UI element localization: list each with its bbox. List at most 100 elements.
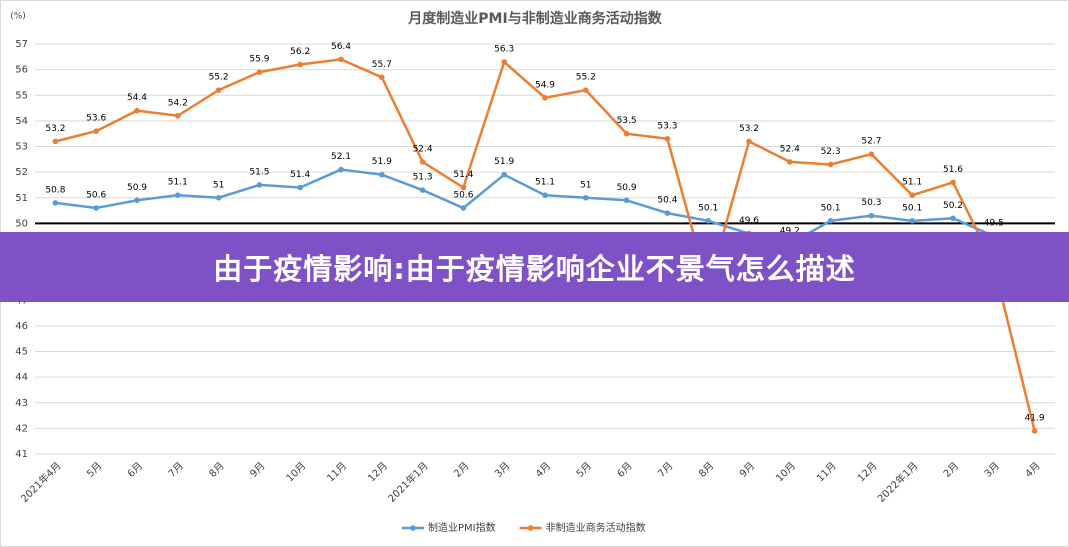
y-tick-label: 57 [15,39,28,50]
data-label: 53.6 [86,114,106,124]
data-point [542,192,548,198]
data-point [379,171,385,178]
data-label: 52.4 [780,144,800,154]
data-point [215,194,222,201]
data-point [950,215,956,222]
data-point [379,74,385,81]
data-label: 51.6 [943,165,963,175]
data-point [868,151,875,157]
data-point [909,218,915,224]
data-point [623,197,630,204]
data-point [501,171,508,178]
data-point [93,128,99,134]
data-label: 54.4 [127,93,147,103]
y-tick-label: 41 [15,449,28,460]
legend-label: 制造业PMI指数 [428,521,496,534]
data-point [460,205,467,211]
data-point [93,205,99,211]
data-label: 50.9 [127,183,147,193]
chart-title: 月度制造业PMI与非制造业商务活动指数 [407,10,662,27]
data-label: 50.1 [902,203,922,213]
data-label: 51.1 [902,178,922,188]
data-point [909,192,915,198]
data-label: 50.6 [86,191,106,201]
data-point [134,197,140,204]
data-label: 52.3 [821,147,841,157]
legend-label: 非制造业商务活动指数 [546,521,646,534]
data-point [215,87,222,93]
banner-title: 由于疫情影响:由于疫情影响企业不景气怎么描述 [213,252,856,286]
data-point [664,136,671,142]
data-point [950,179,956,186]
y-tick-label: 46 [15,321,28,332]
data-label: 52.7 [861,137,881,147]
data-label: 50.6 [453,191,473,201]
data-point [746,138,752,145]
data-label: 56.3 [494,44,514,54]
data-point [1031,428,1038,434]
data-point [827,161,834,168]
data-label: 56.4 [331,42,351,52]
data-label: 49.2 [780,226,800,236]
data-point [542,95,548,101]
data-label: 55.2 [209,73,229,83]
data-label: 50.2 [943,201,963,211]
data-label: 50.3 [861,198,881,208]
data-point [583,194,589,201]
data-label: 51.4 [290,170,310,180]
y-tick-label: 45 [15,347,28,358]
data-label: 55.9 [249,55,269,65]
data-label: 52.1 [331,152,351,162]
data-label: 51.9 [494,157,514,167]
data-point [705,218,711,224]
data-label: 51.3 [413,173,433,183]
data-label: 50.9 [617,183,637,193]
y-tick-label: 42 [15,423,28,434]
data-label: 53.5 [617,116,637,126]
data-label: 52.4 [413,144,433,154]
data-point [134,107,140,114]
data-label: 54.9 [535,80,555,90]
data-label: 53.2 [45,124,65,134]
y-tick-label: 50 [15,218,28,229]
data-label: 55.2 [576,73,596,83]
data-label: 51.5 [249,167,269,177]
y-tick-label: 44 [15,372,28,383]
data-label: 50.1 [821,203,841,213]
data-point [338,166,344,173]
data-point [297,184,304,191]
data-point [583,87,589,93]
data-point [256,182,263,188]
data-label: 54.2 [168,98,188,108]
data-point [460,184,467,191]
data-label: 49.6 [739,216,759,226]
data-label: 56.2 [290,47,310,57]
data-label: 51 [213,180,224,190]
data-point [256,69,263,75]
data-point [827,218,834,224]
data-label: 51 [580,180,591,190]
y-tick-label: 53 [15,142,28,153]
data-label: 55.7 [372,60,392,70]
data-label: 50.4 [657,196,677,206]
data-label: 51.1 [168,178,188,188]
data-label: 41.9 [1025,413,1045,423]
data-label: 50.1 [698,203,718,213]
data-label: 50.8 [45,185,65,195]
data-point [175,192,181,198]
data-point [175,112,181,119]
data-label: 51.1 [535,178,555,188]
data-point [338,56,344,63]
data-point [664,210,671,216]
y-tick-label: 43 [15,398,28,409]
y-tick-label: 55 [15,90,28,101]
y-tick-label: 52 [15,167,28,178]
data-label: 51.9 [372,157,392,167]
legend-marker-dot [410,525,416,531]
y-unit: (%) [10,12,26,22]
y-tick-label: 56 [15,65,28,76]
y-tick-label: 51 [15,193,28,204]
data-label: 53.2 [739,124,759,134]
banner: 由于疫情影响:由于疫情影响企业不景气怎么描述 [0,232,1069,302]
